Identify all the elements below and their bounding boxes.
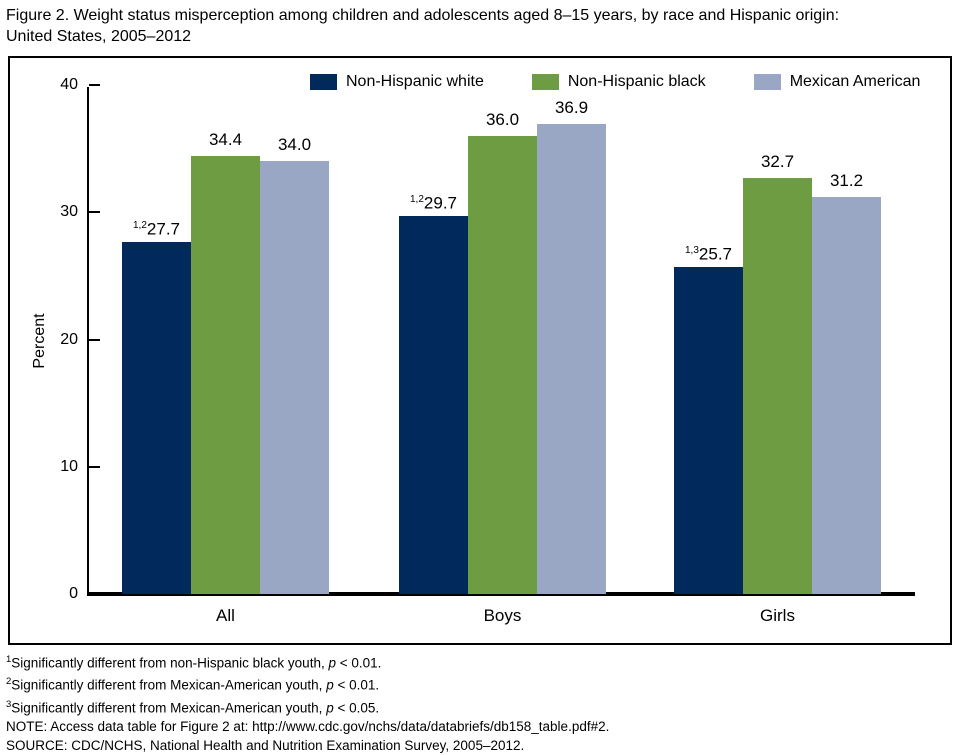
bar-non-hispanic-black-boys bbox=[468, 135, 537, 594]
source-line: SOURCE: CDC/NCHS, National Health and Nu… bbox=[6, 737, 525, 753]
legend: Non-Hispanic white Non-Hispanic black Mexi… bbox=[310, 73, 920, 91]
x-category-label-all: All bbox=[216, 606, 235, 625]
figure-title: Figure 2. Weight status misperception am… bbox=[6, 7, 840, 45]
footnote-3: 3Significantly different from Mexican-Am… bbox=[6, 698, 380, 716]
bar-value-label: 36.9 bbox=[554, 98, 589, 118]
chart-frame: Non-Hispanic white Non-Hispanic black Mexi… bbox=[8, 56, 952, 645]
bar-value-label: 34.0 bbox=[277, 135, 312, 155]
legend-item: Mexican American bbox=[753, 73, 921, 91]
bar-non-hispanic-white-all bbox=[122, 241, 191, 594]
legend-label: Non-Hispanic black bbox=[567, 73, 706, 90]
y-tick-label: 10 bbox=[60, 457, 78, 475]
footnote-list: 1Significantly different from non-Hispan… bbox=[6, 651, 954, 718]
bar-value-label: 32.7 bbox=[760, 151, 795, 171]
y-tick-label: 40 bbox=[60, 76, 78, 93]
y-tick-label: 20 bbox=[60, 330, 78, 348]
bar-value-label: 1,325.7 bbox=[685, 244, 732, 264]
footnotes: 1Significantly different from non-Hispan… bbox=[6, 651, 954, 755]
bar-mexican-american-all bbox=[260, 161, 329, 594]
bar-value-label: 34.4 bbox=[208, 130, 243, 150]
legend-item: Non-Hispanic black bbox=[531, 73, 706, 91]
bar-non-hispanic-black-girls bbox=[743, 177, 812, 594]
y-axis-line bbox=[87, 87, 89, 596]
bar-non-hispanic-white-boys bbox=[399, 216, 468, 594]
bar-value-label: 1,229.7 bbox=[410, 193, 457, 213]
y-tick bbox=[89, 338, 100, 341]
bar-non-hispanic-black-all bbox=[191, 156, 260, 594]
x-category-label-girls: Girls bbox=[760, 606, 795, 625]
y-tick bbox=[89, 465, 100, 468]
legend-swatch bbox=[531, 74, 559, 90]
legend-label: Mexican American bbox=[789, 73, 921, 90]
bar-value-label: 31.2 bbox=[829, 170, 864, 190]
footnote-2: 2Significantly different from Mexican-Am… bbox=[6, 676, 380, 693]
bar-non-hispanic-white-girls bbox=[674, 266, 743, 594]
legend-swatch bbox=[310, 74, 337, 90]
y-tick-label: 30 bbox=[60, 203, 78, 221]
x-category-label-boys: Boys bbox=[483, 606, 522, 625]
bar-value-label: 1,227.7 bbox=[133, 219, 180, 239]
legend-item: Non-Hispanic white bbox=[310, 73, 484, 91]
significance-superscript: 1,3 bbox=[685, 244, 699, 256]
bar-mexican-american-girls bbox=[812, 196, 881, 594]
note-line: NOTE: Access data table for Figure 2 at:… bbox=[6, 718, 610, 734]
bar-mexican-american-boys bbox=[537, 124, 606, 594]
significance-superscript: 1,2 bbox=[410, 194, 424, 206]
legend-swatch bbox=[753, 74, 781, 90]
y-tick-label: 0 bbox=[69, 585, 78, 602]
x-axis-line bbox=[87, 592, 915, 596]
bar-value-label: 36.0 bbox=[485, 109, 520, 129]
significance-superscript: 1,2 bbox=[133, 219, 147, 231]
y-tick bbox=[89, 593, 100, 595]
footnote-1: 1Significantly different from non-Hispan… bbox=[6, 654, 382, 671]
y-tick bbox=[89, 84, 100, 86]
y-tick bbox=[89, 211, 100, 214]
legend-label: Non-Hispanic white bbox=[346, 73, 484, 90]
